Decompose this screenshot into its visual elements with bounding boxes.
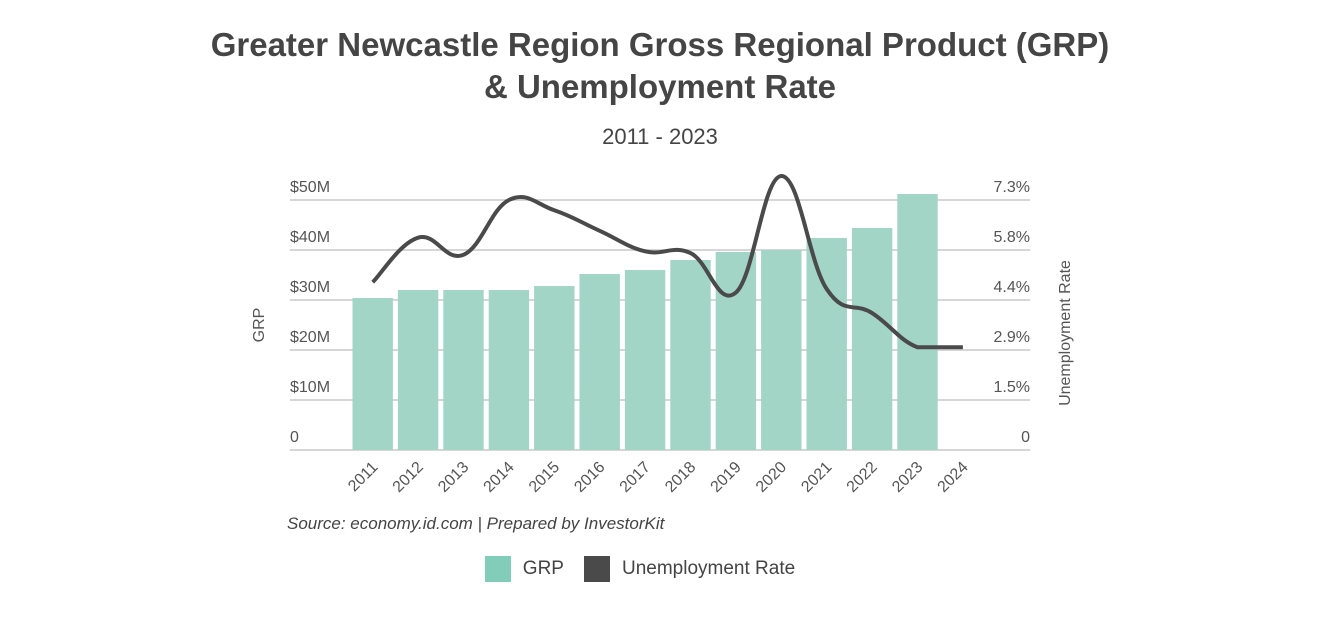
chart-title: Greater Newcastle Region Gross Regional … <box>0 24 1320 108</box>
right-tick-label: 1.5% <box>994 379 1030 396</box>
bar-grp-2022 <box>851 228 893 450</box>
legend-swatch-unemployment <box>583 556 610 582</box>
legend-label-grp: GRP <box>522 558 564 579</box>
left-tick-label: $50M <box>290 179 330 196</box>
title-line-2: & Unemployment Rate <box>483 68 837 105</box>
x-tick-label: 2021 <box>798 459 835 496</box>
x-tick-label: 2011 <box>345 459 381 495</box>
bar-grp-2011 <box>352 298 393 450</box>
left-tick-label: 0 <box>290 429 299 446</box>
x-tick-label: 2020 <box>753 459 790 496</box>
bar-grp-2016 <box>579 274 620 450</box>
x-tick-label: 2019 <box>708 459 745 496</box>
legend: GRP Unemployment Rate <box>0 556 1320 582</box>
left-tick-label: $20M <box>290 329 330 346</box>
legend-item-unemployment[interactable]: Unemployment Rate <box>583 556 796 582</box>
x-tick-label: 2018 <box>662 459 699 496</box>
legend-swatch-grp <box>484 556 511 582</box>
bar-grp-2015 <box>534 286 575 450</box>
legend-label-unemployment: Unemployment Rate <box>621 558 796 579</box>
bar-grp-2017 <box>624 270 666 450</box>
x-tick-label: 2016 <box>571 459 608 496</box>
right-tick-label: 5.8% <box>994 229 1030 246</box>
x-tick-label: 2023 <box>889 459 926 496</box>
bar-grp-2019 <box>715 252 757 450</box>
x-tick-label: 2022 <box>844 459 881 496</box>
bar-grp-2012 <box>397 290 439 450</box>
x-tick-label: 2012 <box>390 459 427 496</box>
x-tick-label: 2014 <box>481 459 518 496</box>
source-note: Source: economy.id.com | Prepared by Inv… <box>287 514 665 533</box>
bar-grp-2021 <box>806 238 847 450</box>
bar-grp-2014 <box>488 290 530 450</box>
right-tick-label: 4.4% <box>994 279 1030 296</box>
bar-grp-2018 <box>670 260 711 450</box>
title-line-1: Greater Newcastle Region Gross Regional … <box>210 26 1110 63</box>
bar-grp-2020 <box>761 250 802 450</box>
right-tick-label: 0 <box>1021 429 1030 446</box>
left-tick-label: $40M <box>290 229 330 246</box>
legend-item-grp[interactable]: GRP <box>484 556 564 582</box>
left-tick-label: $10M <box>290 379 330 396</box>
x-tick-label: 2013 <box>435 459 472 496</box>
bar-grp-2013 <box>443 290 484 450</box>
right-axis-title: Unemployment Rate <box>1057 260 1074 406</box>
right-tick-label: 2.9% <box>994 329 1030 346</box>
left-axis-title: GRP <box>251 308 268 343</box>
right-tick-label: 7.3% <box>994 179 1030 196</box>
x-tick-label: 2024 <box>935 459 972 496</box>
left-tick-label: $30M <box>290 279 330 296</box>
bar-grp-2023 <box>897 194 938 450</box>
x-tick-label: 2017 <box>617 459 654 496</box>
x-tick-label: 2015 <box>526 459 563 496</box>
chart-subtitle: 2011 - 2023 <box>602 124 718 149</box>
